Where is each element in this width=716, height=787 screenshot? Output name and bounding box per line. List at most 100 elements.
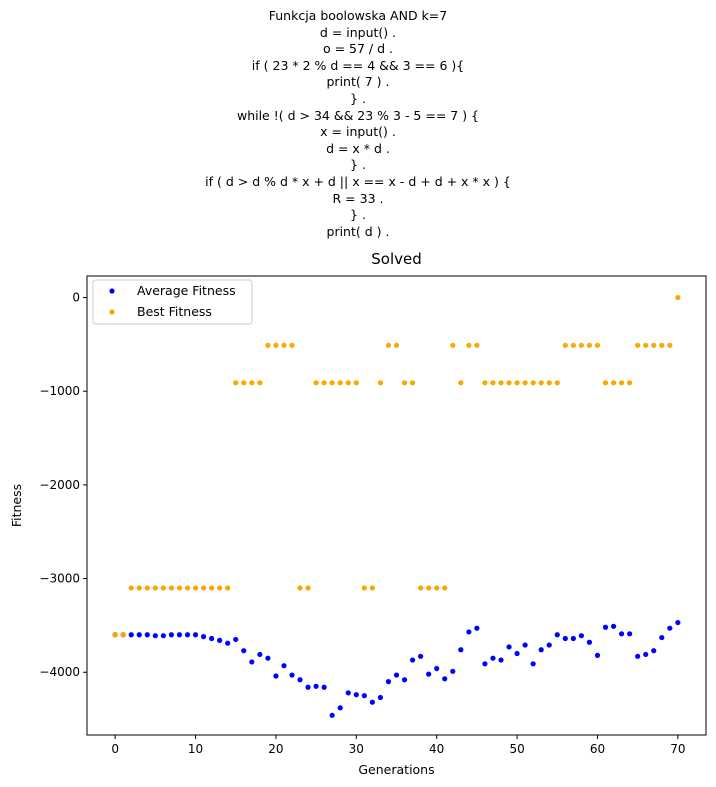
average-fitness-point xyxy=(409,657,416,663)
best-fitness-point xyxy=(144,585,150,591)
code-line: while !( d > 34 && 23 % 3 - 5 == 7 ) { xyxy=(236,107,480,123)
y-tick-label: 0 xyxy=(72,291,80,305)
average-fitness-point xyxy=(675,619,681,626)
best-fitness-point xyxy=(594,342,601,348)
x-tick-label: 10 xyxy=(188,742,203,756)
best-fitness-point xyxy=(257,380,263,386)
best-fitness-point xyxy=(627,380,633,386)
best-fitness-point xyxy=(635,342,641,348)
average-fitness-point xyxy=(257,651,263,658)
code-line: x = input() . xyxy=(320,124,396,140)
average-fitness-point xyxy=(546,642,552,648)
x-tick-label: 0 xyxy=(111,742,119,756)
best-fitness-point xyxy=(361,585,367,591)
best-fitness-point xyxy=(667,342,673,348)
average-fitness-point xyxy=(265,655,271,661)
average-fitness-point xyxy=(482,661,488,667)
best-fitness-point xyxy=(530,380,536,386)
best-fitness-point xyxy=(136,585,142,591)
legend-label-average: Average Fitness xyxy=(137,283,236,298)
average-fitness-point xyxy=(297,677,303,683)
average-fitness-point xyxy=(225,640,231,646)
average-fitness-point xyxy=(618,631,625,637)
ticks-layer: 0 10 20 30 40 50 60 70 −4000 −3000 −2000 −1000 0 xyxy=(39,291,685,756)
best-fitness-point xyxy=(659,342,665,348)
best-fitness-point xyxy=(643,342,649,348)
legend-marker-average xyxy=(109,288,115,294)
average-fitness-point xyxy=(458,647,464,653)
average-fitness-point xyxy=(209,635,215,642)
best-fitness-point xyxy=(602,380,609,386)
best-fitness-point xyxy=(377,380,384,386)
y-tick-label: −2000 xyxy=(39,478,80,492)
average-fitness-point xyxy=(337,705,343,711)
average-fitness-point xyxy=(514,650,520,657)
y-tick-label: −3000 xyxy=(39,572,80,586)
best-fitness-point xyxy=(184,585,191,591)
average-fitness-point xyxy=(136,632,142,638)
average-fitness-point xyxy=(578,633,584,639)
best-fitness-point xyxy=(152,585,158,591)
code-line: d = x * d . xyxy=(326,140,390,156)
legend: Average Fitness Best Fitness xyxy=(92,279,253,325)
best-fitness-point xyxy=(482,380,488,386)
legend-label-best: Best Fitness xyxy=(137,304,212,319)
average-fitness-point xyxy=(610,623,617,629)
average-fitness-point xyxy=(401,677,408,683)
average-fitness-point xyxy=(659,634,665,641)
code-line: print( d ) . xyxy=(326,223,390,239)
code-header: Funkcja boolowska AND k=7 d = input() .o … xyxy=(0,8,716,240)
average-fitness-point xyxy=(442,676,448,682)
best-fitness-point xyxy=(120,632,126,638)
legend-box xyxy=(92,279,253,325)
x-tick-label: 20 xyxy=(268,742,283,756)
best-fitness-point xyxy=(586,342,593,348)
average-fitness-point xyxy=(345,690,351,696)
best-fitness-point xyxy=(578,342,584,348)
average-fitness-point xyxy=(160,633,166,639)
average-fitness-point xyxy=(128,632,134,638)
average-fitness-point xyxy=(184,632,191,638)
best-fitness-point xyxy=(675,294,681,301)
average-fitness-point xyxy=(152,633,158,639)
best-fitness-point xyxy=(112,632,118,638)
best-fitness-point xyxy=(281,342,287,348)
average-fitness-point xyxy=(450,668,456,674)
x-tick-label: 30 xyxy=(349,742,364,756)
x-tick-label: 60 xyxy=(590,742,605,756)
legend-marker-best xyxy=(109,309,115,315)
average-fitness-point xyxy=(522,642,528,648)
best-fitness-point xyxy=(329,380,335,386)
code-line: if ( d > d % d * x + d || x == x - d + d… xyxy=(205,173,511,189)
x-tick-label: 70 xyxy=(670,742,685,756)
average-fitness-point xyxy=(200,634,207,640)
average-fitness-point xyxy=(466,629,472,635)
best-fitness-point xyxy=(241,380,247,386)
x-axis-label: Generations xyxy=(358,762,434,777)
x-tick-label: 50 xyxy=(509,742,524,756)
best-fitness-point xyxy=(192,585,199,591)
average-fitness-point xyxy=(643,651,649,658)
average-fitness-point xyxy=(241,648,247,654)
best-fitness-point xyxy=(200,585,207,591)
best-fitness-point xyxy=(434,585,440,591)
best-fitness-point xyxy=(570,342,576,348)
best-fitness-point xyxy=(618,380,625,386)
average-fitness-point xyxy=(144,632,150,638)
average-fitness-point xyxy=(176,632,183,638)
y-tick-label: −4000 xyxy=(39,665,80,679)
average-fitness-point xyxy=(289,672,295,678)
best-fitness-point xyxy=(345,380,351,386)
best-fitness-point xyxy=(522,380,528,386)
average-fitness-point xyxy=(635,653,641,659)
average-fitness-point xyxy=(651,648,657,654)
best-fitness-point xyxy=(393,342,400,348)
best-fitness-point xyxy=(651,342,657,348)
code-line: if ( 23 * 2 % d == 4 && 3 == 6 ){ xyxy=(251,57,465,73)
best-fitness-point xyxy=(498,380,504,386)
header-title-line: Funkcja boolowska AND k=7 xyxy=(268,8,448,23)
best-fitness-point xyxy=(474,342,480,348)
x-tick-label: 40 xyxy=(429,742,444,756)
best-fitness-point xyxy=(506,380,512,386)
best-fitness-point xyxy=(168,585,175,591)
